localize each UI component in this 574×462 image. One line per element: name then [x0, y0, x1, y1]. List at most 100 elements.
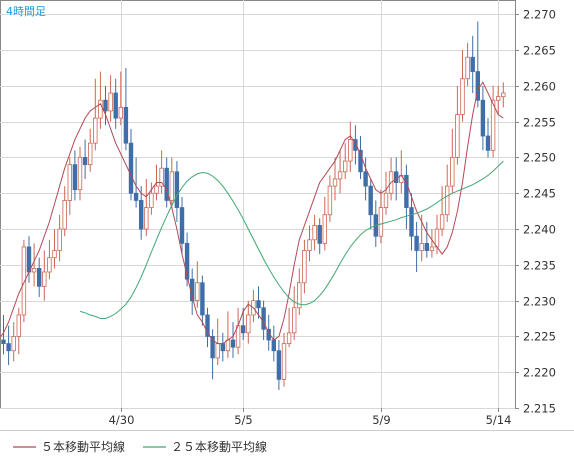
candle-body-up [159, 167, 164, 187]
candle-body-down [220, 343, 225, 352]
candle [256, 286, 261, 319]
candle [302, 239, 307, 294]
x-tick-label: 4/30 [109, 413, 135, 427]
candle [348, 121, 353, 172]
candle [261, 300, 266, 340]
candle [495, 85, 501, 115]
candle [230, 322, 236, 358]
candle-body-down [317, 225, 322, 244]
candle [475, 21, 480, 108]
candle-body-down [480, 99, 486, 137]
candle [144, 178, 149, 237]
candle-body-up [154, 185, 159, 194]
candle-body-up [108, 92, 113, 112]
candle-body-up [348, 139, 353, 162]
candle [98, 71, 103, 129]
candle [113, 78, 118, 129]
candle [281, 332, 287, 387]
candle-body-up [62, 200, 67, 230]
candle [424, 221, 429, 258]
candle-body-down [72, 164, 78, 191]
candle-body-up [302, 250, 307, 284]
candle [312, 214, 317, 251]
candle-body-down [82, 157, 88, 166]
candle [439, 186, 445, 237]
candle [159, 150, 164, 194]
candle-body-up [450, 157, 455, 187]
candle-body-up [378, 207, 384, 237]
plot-frame [0, 0, 516, 409]
candle [332, 157, 338, 201]
candle-body-up [16, 314, 21, 337]
candle-body-up [57, 228, 62, 251]
candle-body-up [327, 185, 333, 216]
candle-body-up [429, 246, 435, 251]
candle-body-up [195, 282, 200, 302]
y-tick-label: 2.230 [523, 295, 556, 309]
candle-body-up [52, 250, 57, 259]
candle-body-up [225, 339, 231, 352]
candle [465, 42, 470, 86]
candle-body-up [93, 117, 98, 144]
candle-body-down [470, 56, 475, 72]
candle [358, 136, 363, 179]
candle [149, 182, 154, 215]
candle [47, 239, 52, 280]
candle-body-up [337, 171, 343, 180]
chart-title: 4時間足 [6, 5, 46, 18]
candle [179, 196, 185, 255]
candle-body-down [133, 192, 139, 201]
legend-ma25-label: ２５本移動平均線 [171, 439, 267, 454]
candle [118, 71, 123, 126]
candle-body-down [404, 174, 409, 208]
candle-body-down [174, 171, 180, 208]
candle [108, 75, 113, 122]
candle-body-up [31, 268, 37, 273]
candle [77, 146, 83, 201]
candle-body-down [184, 242, 190, 280]
candle [31, 243, 37, 287]
candle [88, 128, 93, 172]
candle-body-up [246, 314, 251, 334]
candle [1, 314, 6, 355]
candle-body-down [256, 300, 261, 309]
candle [72, 150, 78, 201]
candle-body-down [475, 71, 480, 101]
candle-body-down [113, 92, 118, 119]
candle [353, 125, 358, 165]
candle-body-up [88, 142, 93, 166]
candle [460, 50, 465, 122]
candle-body-up [11, 336, 16, 352]
candle [485, 118, 491, 158]
candle-body-up [465, 56, 470, 80]
candle-body-up [21, 246, 27, 316]
candle-body-down [414, 235, 419, 251]
candle-body-up [42, 271, 47, 287]
candle-body-up [118, 106, 123, 119]
moving-average-lines [0, 81, 504, 345]
candle [327, 175, 333, 222]
candle-body-up [77, 157, 83, 191]
candle-body-up [215, 343, 220, 359]
candle-body-down [200, 282, 205, 316]
candle-body-up [383, 192, 389, 208]
candle-body-up [297, 282, 302, 309]
candle [16, 307, 21, 355]
candle [297, 268, 302, 315]
candle [123, 68, 129, 151]
candle-body-up [307, 239, 312, 251]
candle [429, 229, 435, 258]
ma25-line [79, 160, 504, 319]
candle [480, 85, 486, 151]
candle-body-down [409, 207, 414, 237]
candle [174, 161, 180, 222]
x-tick-label: 5/5 [234, 413, 253, 427]
candle-body-up [490, 99, 496, 151]
legend-ma5-label: ５本移動平均線 [41, 439, 125, 454]
candle [21, 239, 27, 323]
candle-body-down [164, 167, 169, 201]
candle-body-down [123, 106, 129, 144]
candle [276, 340, 282, 391]
candle-body-down [271, 339, 276, 352]
